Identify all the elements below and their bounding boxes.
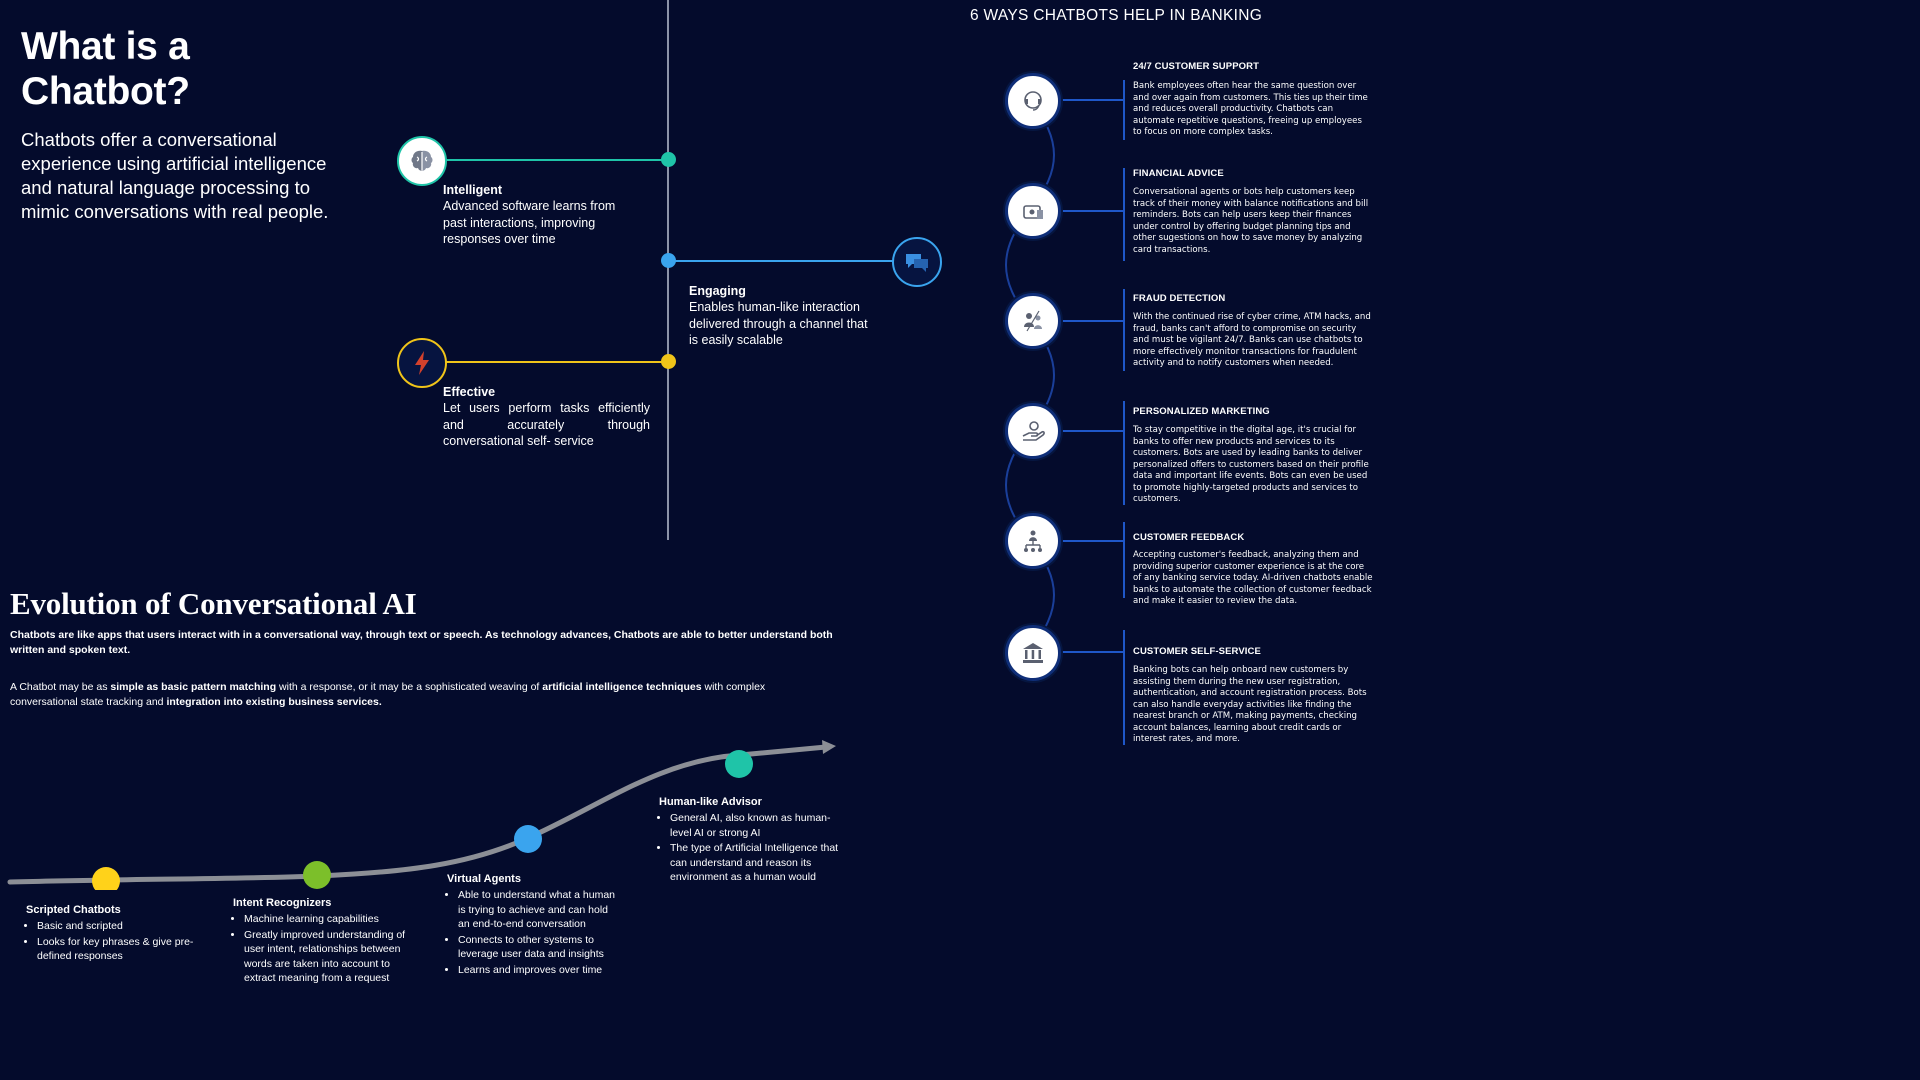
engaging-dot xyxy=(661,253,676,268)
way-connector xyxy=(1058,651,1124,653)
chat-bubbles-icon xyxy=(892,237,942,287)
stage-dot-advisor xyxy=(725,750,753,778)
way-title-fraud: FRAUD DETECTION xyxy=(1133,293,1226,304)
way-connector xyxy=(1058,210,1124,212)
way-connector xyxy=(1058,99,1124,101)
intelligent-title: Intelligent xyxy=(443,183,503,197)
way-desc-self-service: Banking bots can help onboard new custom… xyxy=(1133,665,1367,744)
effective-title: Effective xyxy=(443,385,496,399)
way-bar xyxy=(1123,630,1125,745)
stage-dot-scripted xyxy=(92,867,120,890)
way-connector xyxy=(1058,320,1124,322)
stage-intent: Intent Recognizers Machine learning capa… xyxy=(233,897,413,987)
bank-icon xyxy=(1005,625,1061,681)
stage-scripted: Scripted Chatbots Basic and scriptedLook… xyxy=(26,904,196,965)
engaging-title: Engaging xyxy=(689,284,746,298)
fraud-icon xyxy=(1005,293,1061,349)
support-icon xyxy=(1005,73,1061,129)
stage-advisor: Human-like Advisor General AI, also know… xyxy=(659,796,839,886)
way-desc-support: Bank employees often hear the same quest… xyxy=(1133,81,1368,137)
evolution-curve xyxy=(7,740,836,890)
evolution-title: Evolution of Conversational AI xyxy=(10,586,417,621)
way-bar xyxy=(1123,401,1125,505)
effective-desc: Let users perform tasks efficiently and … xyxy=(443,401,650,448)
way-title-support: 24/7 CUSTOMER SUPPORT xyxy=(1133,61,1259,72)
effective-connector xyxy=(442,361,668,363)
way-bar xyxy=(1123,80,1125,140)
ways-connector-curve xyxy=(1005,99,1055,651)
wallet-icon xyxy=(1005,183,1061,239)
intro-text: Chatbots offer a conversational experien… xyxy=(21,129,329,222)
intelligent-dot xyxy=(661,152,676,167)
stage-dot-virtual xyxy=(514,825,542,853)
evolution-description: A Chatbot may be as simple as basic patt… xyxy=(10,681,766,708)
brain-icon xyxy=(397,136,447,186)
way-bar xyxy=(1123,168,1125,261)
way-title-feedback: CUSTOMER FEEDBACK xyxy=(1133,532,1245,543)
lightning-icon xyxy=(397,338,447,388)
ways-title: 6 WAYS CHATBOTS HELP IN BANKING xyxy=(970,7,1263,24)
way-desc-marketing: To stay competitive in the digital age, … xyxy=(1133,425,1369,504)
engaging-desc: Enables human-like interaction delivered… xyxy=(689,300,868,347)
stage-dot-intent xyxy=(303,861,331,889)
page-title: What is a Chatbot? xyxy=(21,25,190,113)
way-title-self-service: CUSTOMER SELF-SERVICE xyxy=(1133,646,1261,657)
way-desc-fraud: With the continued rise of cyber crime, … xyxy=(1133,312,1371,368)
way-desc-financial: Conversational agents or bots help custo… xyxy=(1133,187,1369,255)
feedback-icon xyxy=(1005,513,1061,569)
engaging-connector xyxy=(668,260,916,262)
way-connector xyxy=(1058,430,1124,432)
intelligent-connector xyxy=(442,159,668,161)
way-desc-feedback: Accepting customer's feedback, analyzing… xyxy=(1133,550,1373,606)
way-bar xyxy=(1123,522,1125,598)
way-connector xyxy=(1058,540,1124,542)
way-title-marketing: PERSONALIZED MARKETING xyxy=(1133,406,1270,417)
intelligent-desc: Advanced software learns from past inter… xyxy=(443,199,616,246)
timeline-axis xyxy=(667,0,669,540)
hand-coin-icon xyxy=(1005,403,1061,459)
stage-virtual: Virtual Agents Able to understand what a… xyxy=(447,873,622,978)
way-bar xyxy=(1123,289,1125,371)
effective-dot xyxy=(661,354,676,369)
evolution-intro: Chatbots are like apps that users intera… xyxy=(10,629,833,656)
way-title-financial: FINANCIAL ADVICE xyxy=(1133,168,1224,179)
arrow-head-icon xyxy=(822,740,836,754)
